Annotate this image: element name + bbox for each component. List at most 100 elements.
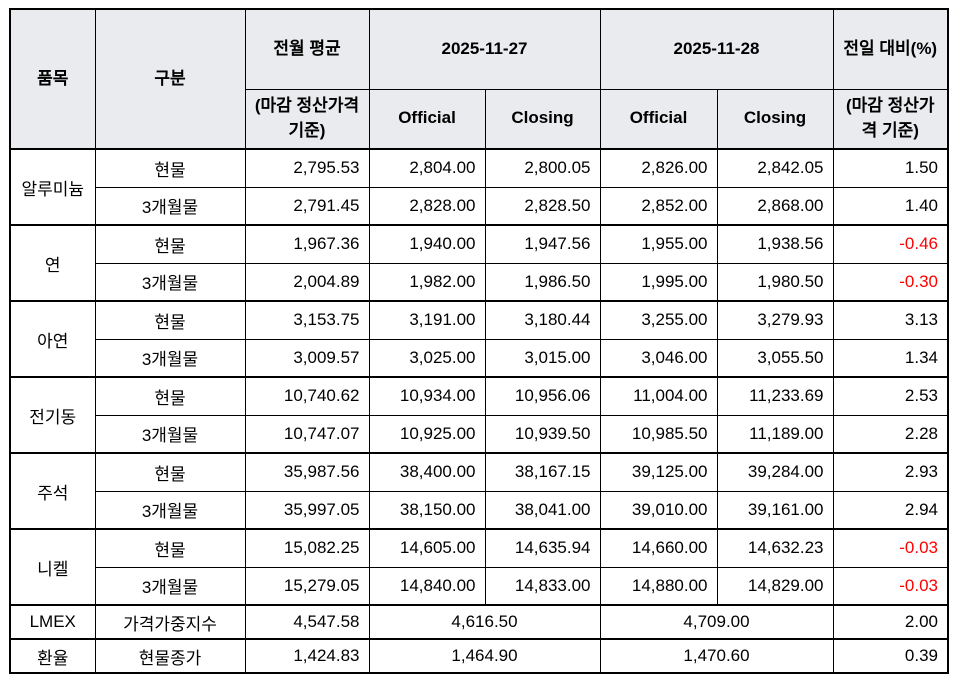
d1-closing-cell: 1,986.50 [484,262,601,302]
d2-closing-cell: 2,868.00 [716,186,834,226]
d2-official-cell: 3,255.00 [599,300,718,340]
header-item: 품목 [9,8,96,150]
category-cell: 현물 [94,148,246,188]
header-d2-closing: Closing [716,88,834,150]
change-cell: 1.34 [832,338,949,378]
d1-closing-cell: 10,956.06 [484,376,601,416]
change-cell: -0.46 [832,224,949,264]
item-cell: LMEX [9,604,96,640]
category-cell: 3개월물 [94,490,246,530]
change-cell: 2.94 [832,490,949,530]
change-cell: 1.40 [832,186,949,226]
category-cell: 현물 [94,452,246,492]
header-d1-closing: Closing [484,88,601,150]
d2-closing-cell: 39,284.00 [716,452,834,492]
prev-avg-cell: 1,424.83 [244,638,370,674]
item-cell: 알루미늄 [9,148,96,226]
d1-closing-cell: 2,800.05 [484,148,601,188]
d2-official-cell: 11,004.00 [599,376,718,416]
prev-avg-cell: 35,997.05 [244,490,370,530]
table-row: 주석 현물 35,987.56 38,400.00 38,167.15 39,1… [9,452,949,530]
table-row: 3개월물 3,009.57 3,025.00 3,015.00 3,046.00… [10,338,949,378]
d2-official-cell: 1,995.00 [599,262,718,302]
header-prev-avg: 전월 평균 [244,8,370,90]
table-row: 3개월물 2,791.45 2,828.00 2,828.50 2,852.00… [10,186,949,226]
change-cell: 2.28 [832,414,949,454]
prev-avg-cell: 2,791.45 [244,186,370,226]
d1-official-cell: 38,400.00 [368,452,486,492]
change-cell: 2.00 [832,604,949,640]
d2-closing-cell: 1,980.50 [716,262,834,302]
d1-closing-cell: 14,635.94 [484,528,601,568]
item-cell: 연 [9,224,96,302]
table-header: 품목 구분 전월 평균 2025-11-27 2025-11-28 전일 대비(… [9,8,949,150]
d1-closing-cell: 3,180.44 [484,300,601,340]
category-cell: 현물 [94,528,246,568]
header-d2-official: Official [599,88,718,150]
d2-closing-cell: 14,829.00 [716,566,834,606]
d1-official-cell: 14,605.00 [368,528,486,568]
item-cell: 환율 [9,638,96,674]
d2-closing-cell: 11,189.00 [716,414,834,454]
table-row: 니켈 현물 15,082.25 14,605.00 14,635.94 14,6… [9,528,949,606]
change-cell: 3.13 [832,300,949,340]
category-cell: 가격가중지수 [94,604,246,640]
d2-official-cell: 3,046.00 [599,338,718,378]
d1-official-cell: 2,804.00 [368,148,486,188]
d1-closing-cell: 2,828.50 [484,186,601,226]
d2-official-cell: 2,826.00 [599,148,718,188]
header-category: 구분 [94,8,246,150]
d1-official-cell: 10,925.00 [368,414,486,454]
d2-official-cell: 39,125.00 [599,452,718,492]
table-row: 아연 현물 3,153.75 3,191.00 3,180.44 3,255.0… [9,300,949,378]
header-d1-official: Official [368,88,486,150]
change-cell: -0.03 [832,528,949,568]
d2-closing-cell: 2,842.05 [716,148,834,188]
d2-official-cell: 39,010.00 [599,490,718,530]
change-cell: 0.39 [832,638,949,674]
d2-closing-cell: 14,632.23 [716,528,834,568]
table-row: 알루미늄 현물 2,795.53 2,804.00 2,800.05 2,826… [9,148,949,226]
d1-official-cell: 3,191.00 [368,300,486,340]
change-cell: 2.53 [832,376,949,416]
d1-merged-cell: 1,464.90 [368,638,601,674]
d2-official-cell: 1,955.00 [599,224,718,264]
table-row: 3개월물 15,279.05 14,840.00 14,833.00 14,88… [10,566,949,606]
prev-avg-cell: 4,547.58 [244,604,370,640]
d2-closing-cell: 3,055.50 [716,338,834,378]
d1-closing-cell: 14,833.00 [484,566,601,606]
table-row: LMEX 가격가중지수 4,547.58 4,616.50 4,709.00 2… [9,604,949,640]
d1-official-cell: 1,982.00 [368,262,486,302]
change-cell: 2.93 [832,452,949,492]
table-row: 3개월물 35,997.05 38,150.00 38,041.00 39,01… [10,490,949,530]
category-cell: 현물 [94,300,246,340]
header-change: 전일 대비(%) [832,8,949,90]
category-cell: 현물 [94,224,246,264]
prev-avg-cell: 2,004.89 [244,262,370,302]
prev-avg-cell: 3,153.75 [244,300,370,340]
d1-merged-cell: 4,616.50 [368,604,601,640]
prev-avg-cell: 3,009.57 [244,338,370,378]
d2-official-cell: 10,985.50 [599,414,718,454]
d2-closing-cell: 3,279.93 [716,300,834,340]
table-row: 3개월물 10,747.07 10,925.00 10,939.50 10,98… [10,414,949,454]
table-body: 알루미늄 현물 2,795.53 2,804.00 2,800.05 2,826… [9,148,949,674]
category-cell: 현물 [94,376,246,416]
category-cell: 3개월물 [94,262,246,302]
d1-closing-cell: 3,015.00 [484,338,601,378]
table-row: 환율 현물종가 1,424.83 1,464.90 1,470.60 0.39 [9,638,949,674]
change-cell: 1.50 [832,148,949,188]
prev-avg-cell: 35,987.56 [244,452,370,492]
category-cell: 3개월물 [94,414,246,454]
item-cell: 전기동 [9,376,96,454]
d1-official-cell: 2,828.00 [368,186,486,226]
header-row-1: 품목 구분 전월 평균 2025-11-27 2025-11-28 전일 대비(… [9,8,949,150]
d2-closing-cell: 39,161.00 [716,490,834,530]
d2-official-cell: 14,660.00 [599,528,718,568]
table-row: 전기동 현물 10,740.62 10,934.00 10,956.06 11,… [9,376,949,454]
item-cell: 주석 [9,452,96,530]
header-change-note: (마감 정산가격 기준) [832,88,949,150]
d1-official-cell: 10,934.00 [368,376,486,416]
item-cell: 아연 [9,300,96,378]
